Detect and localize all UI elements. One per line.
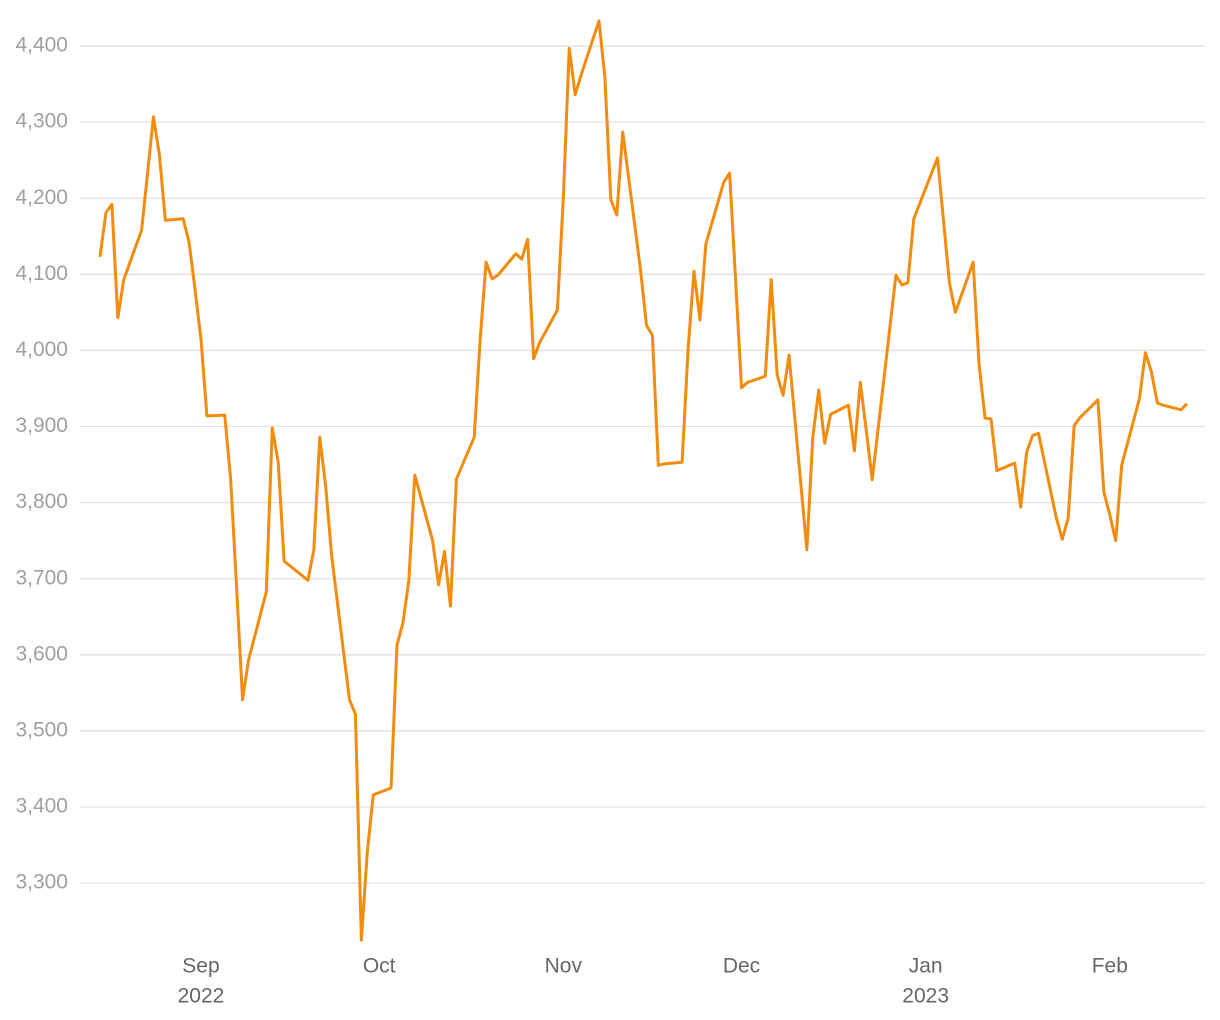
y-tick-label: 3,300 (15, 871, 68, 894)
y-tick-label: 3,900 (15, 414, 68, 437)
x-tick-year: 2022 (178, 985, 225, 1008)
y-tick-label: 4,100 (15, 262, 68, 285)
x-tick-year: 2023 (902, 985, 949, 1008)
line (98, 19, 1189, 942)
x-tick-label: Dec (723, 955, 760, 978)
x-tick-label: Jan (909, 955, 943, 978)
y-tick-label: 4,300 (15, 110, 68, 133)
y-tick-label: 4,400 (15, 34, 68, 57)
y-tick-label: 3,500 (15, 718, 68, 741)
y-tick-label: 3,600 (15, 642, 68, 665)
x-tick-label: Feb (1092, 955, 1128, 978)
x-tick-label: Sep (182, 955, 219, 978)
y-tick-label: 3,400 (15, 795, 68, 818)
y-tick-label: 4,200 (15, 186, 68, 209)
x-tick-label: Oct (363, 955, 396, 978)
y-tick-label: 3,700 (15, 566, 68, 589)
y-tick-label: 3,800 (15, 490, 68, 513)
x-tick-label: Nov (545, 955, 583, 978)
y-tick-label: 4,000 (15, 338, 68, 361)
